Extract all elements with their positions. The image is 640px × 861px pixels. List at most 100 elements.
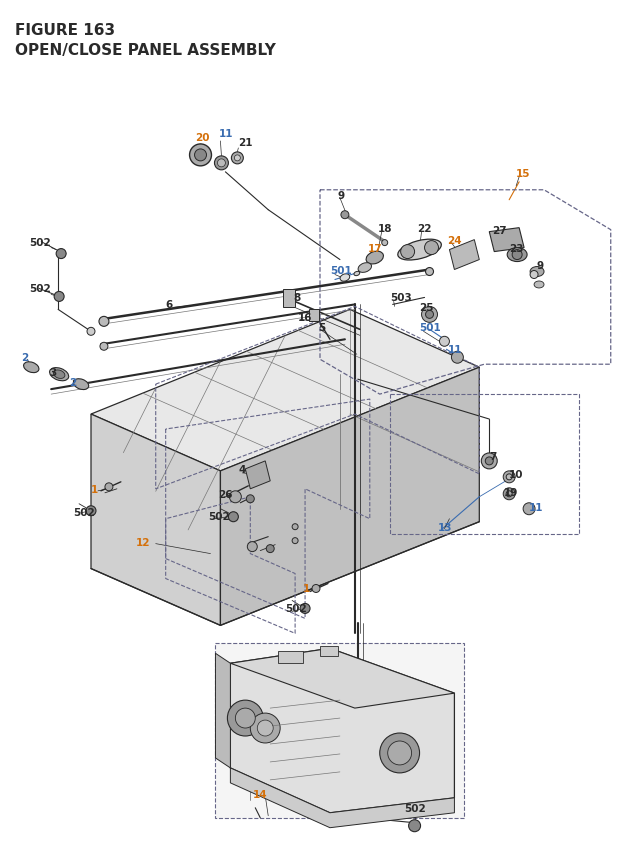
Circle shape (234, 156, 241, 162)
Text: 16: 16 (298, 313, 312, 323)
Circle shape (214, 157, 228, 170)
Circle shape (503, 471, 515, 483)
Circle shape (380, 734, 420, 773)
Circle shape (228, 512, 238, 522)
Circle shape (381, 240, 388, 246)
Ellipse shape (24, 362, 39, 373)
Ellipse shape (49, 369, 68, 381)
Text: 12: 12 (136, 537, 150, 547)
Text: 17: 17 (368, 244, 383, 253)
Bar (309, 310, 319, 322)
Circle shape (195, 150, 207, 162)
Circle shape (481, 454, 497, 469)
Circle shape (246, 495, 254, 503)
Circle shape (424, 241, 438, 255)
Text: 11: 11 (447, 345, 462, 355)
Text: 8: 8 (293, 293, 300, 303)
Circle shape (87, 328, 95, 336)
Polygon shape (216, 653, 230, 768)
Circle shape (257, 720, 273, 736)
Ellipse shape (358, 263, 372, 273)
Polygon shape (230, 648, 454, 813)
Circle shape (506, 492, 512, 497)
Text: 502: 502 (29, 284, 51, 294)
Bar (216, 643, 465, 818)
Circle shape (503, 488, 515, 500)
Circle shape (485, 457, 493, 465)
Circle shape (401, 245, 415, 259)
Circle shape (408, 820, 420, 832)
Circle shape (506, 474, 512, 480)
Text: 5: 5 (318, 323, 325, 333)
Ellipse shape (366, 252, 383, 264)
Text: 501: 501 (420, 323, 442, 333)
Text: 15: 15 (516, 169, 531, 178)
Text: 27: 27 (492, 226, 507, 235)
Circle shape (105, 483, 113, 492)
Text: FIGURE 163: FIGURE 163 (15, 23, 115, 38)
Circle shape (312, 585, 320, 592)
Circle shape (229, 492, 241, 503)
Text: 6: 6 (166, 300, 173, 310)
Text: 502: 502 (285, 604, 307, 614)
Circle shape (189, 145, 211, 167)
Ellipse shape (354, 272, 360, 276)
Ellipse shape (53, 370, 65, 379)
Text: 26: 26 (218, 489, 233, 499)
Circle shape (426, 311, 433, 319)
Ellipse shape (398, 240, 442, 261)
Text: 18: 18 (378, 223, 392, 233)
Text: 502: 502 (73, 507, 95, 517)
Polygon shape (449, 240, 479, 270)
Polygon shape (91, 310, 479, 471)
Text: 25: 25 (420, 303, 434, 313)
Ellipse shape (340, 275, 349, 282)
Text: 19: 19 (504, 487, 518, 497)
Circle shape (292, 524, 298, 530)
Circle shape (227, 700, 263, 736)
Circle shape (232, 152, 243, 164)
Polygon shape (91, 414, 220, 626)
Ellipse shape (507, 248, 527, 263)
Circle shape (523, 503, 535, 515)
Circle shape (422, 307, 438, 323)
Circle shape (247, 542, 257, 552)
Circle shape (426, 269, 433, 276)
Circle shape (56, 250, 66, 259)
Text: 23: 23 (509, 244, 524, 253)
Text: 2: 2 (69, 378, 76, 387)
Text: OPEN/CLOSE PANEL ASSEMBLY: OPEN/CLOSE PANEL ASSEMBLY (15, 43, 276, 59)
Text: 11: 11 (218, 129, 233, 139)
Circle shape (86, 506, 96, 516)
Text: 11: 11 (529, 502, 543, 512)
Circle shape (341, 212, 349, 220)
Text: 7: 7 (489, 451, 497, 461)
Text: 1: 1 (303, 584, 310, 594)
Text: 21: 21 (238, 138, 253, 148)
Polygon shape (230, 648, 454, 709)
Circle shape (440, 337, 449, 347)
Text: 1: 1 (91, 484, 99, 494)
Text: 20: 20 (196, 133, 210, 143)
Polygon shape (220, 368, 479, 626)
Circle shape (292, 538, 298, 544)
Circle shape (236, 709, 255, 728)
Text: 9: 9 (338, 190, 345, 201)
Bar (278, 652, 303, 664)
Polygon shape (245, 461, 270, 489)
Text: 502: 502 (29, 238, 51, 247)
Circle shape (451, 352, 463, 364)
Circle shape (218, 159, 225, 168)
Polygon shape (489, 228, 524, 252)
Text: 14: 14 (253, 789, 268, 799)
Circle shape (54, 292, 64, 302)
Text: 2: 2 (21, 353, 29, 362)
Text: 4: 4 (238, 464, 246, 474)
Text: 10: 10 (509, 469, 524, 480)
Text: 501: 501 (330, 265, 352, 276)
Ellipse shape (530, 267, 544, 277)
Text: 9: 9 (536, 260, 543, 270)
Circle shape (250, 713, 280, 743)
Text: 22: 22 (417, 223, 432, 233)
Circle shape (512, 251, 522, 260)
